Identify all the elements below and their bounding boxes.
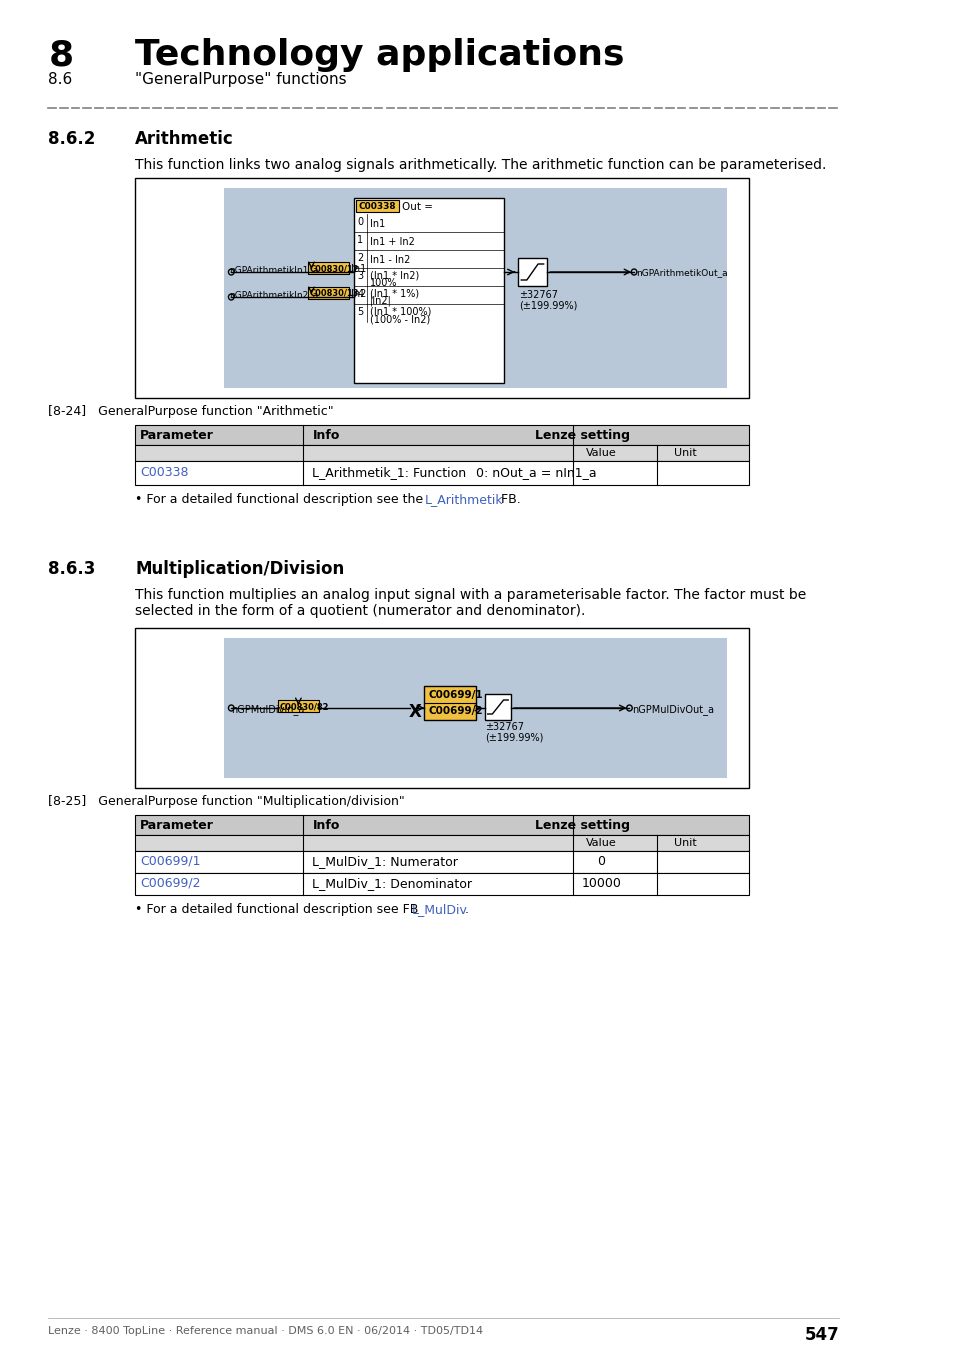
- Text: nGPArithmetikOut_a: nGPArithmetikOut_a: [636, 269, 727, 277]
- Text: C00338: C00338: [357, 202, 395, 211]
- FancyBboxPatch shape: [135, 873, 748, 895]
- Text: 1: 1: [356, 235, 363, 244]
- Text: 8: 8: [49, 38, 73, 72]
- Text: ±32767: ±32767: [518, 290, 558, 300]
- FancyBboxPatch shape: [355, 200, 398, 212]
- Text: Value: Value: [585, 448, 617, 458]
- Text: In1 - In2: In1 - In2: [370, 255, 410, 265]
- Text: Unit: Unit: [674, 838, 696, 848]
- Text: Parameter: Parameter: [140, 429, 213, 441]
- Text: 0: 0: [356, 217, 363, 227]
- FancyBboxPatch shape: [135, 460, 748, 485]
- Text: X: X: [408, 703, 421, 721]
- Text: C00699/2: C00699/2: [140, 878, 200, 890]
- Text: Lenze · 8400 TopLine · Reference manual · DMS 6.0 EN · 06/2014 · TD05/TD14: Lenze · 8400 TopLine · Reference manual …: [49, 1326, 483, 1336]
- Text: 100%: 100%: [370, 278, 397, 288]
- FancyBboxPatch shape: [224, 639, 726, 778]
- Text: "GeneralPurpose" functions: "GeneralPurpose" functions: [135, 72, 347, 86]
- Text: 8.6.2: 8.6.2: [49, 130, 95, 148]
- FancyBboxPatch shape: [135, 850, 748, 873]
- FancyBboxPatch shape: [135, 178, 748, 398]
- FancyBboxPatch shape: [135, 446, 748, 460]
- Text: 4: 4: [356, 289, 363, 298]
- Text: 3: 3: [356, 271, 363, 281]
- Text: In1: In1: [351, 265, 366, 274]
- Text: C00830/82: C00830/82: [279, 702, 329, 711]
- Text: nGPArithmetikIn2_a: nGPArithmetikIn2_a: [229, 290, 318, 298]
- Text: In1 + In2: In1 + In2: [370, 238, 415, 247]
- FancyBboxPatch shape: [308, 262, 349, 274]
- Text: This function multiplies an analog input signal with a parameterisable factor. T: This function multiplies an analog input…: [135, 589, 805, 602]
- Text: selected in the form of a quotient (numerator and denominator).: selected in the form of a quotient (nume…: [135, 603, 585, 618]
- Text: (In1 * 100%): (In1 * 100%): [370, 306, 431, 316]
- Text: |In2|: |In2|: [370, 296, 392, 306]
- Text: • For a detailed functional description see FB: • For a detailed functional description …: [135, 903, 422, 917]
- Text: Unit: Unit: [674, 448, 696, 458]
- Text: 2: 2: [356, 252, 363, 263]
- Text: C00699/1: C00699/1: [140, 855, 200, 868]
- FancyBboxPatch shape: [308, 288, 349, 298]
- Text: ±32767: ±32767: [484, 722, 523, 732]
- Text: .: .: [464, 903, 468, 917]
- FancyBboxPatch shape: [224, 188, 726, 387]
- Text: 8.6: 8.6: [49, 72, 72, 86]
- FancyBboxPatch shape: [354, 198, 503, 383]
- Text: This function links two analog signals arithmetically. The arithmetic function c: This function links two analog signals a…: [135, 158, 825, 171]
- Text: L_MulDiv_1: Numerator: L_MulDiv_1: Numerator: [312, 855, 457, 868]
- Text: C00830/13: C00830/13: [310, 289, 358, 298]
- Text: [8-25]   GeneralPurpose function "Multiplication/division": [8-25] GeneralPurpose function "Multipli…: [49, 795, 405, 809]
- Text: 10000: 10000: [581, 878, 620, 890]
- Text: Lenze setting: Lenze setting: [535, 429, 630, 441]
- Text: L_MulDiv_1: Denominator: L_MulDiv_1: Denominator: [312, 878, 472, 890]
- FancyBboxPatch shape: [135, 815, 748, 836]
- FancyBboxPatch shape: [517, 258, 547, 286]
- Text: L_Arithmetik_1: Function: L_Arithmetik_1: Function: [312, 466, 466, 479]
- Text: • For a detailed functional description see the: • For a detailed functional description …: [135, 493, 427, 506]
- FancyBboxPatch shape: [135, 425, 748, 446]
- Text: Out =: Out =: [401, 202, 433, 212]
- FancyBboxPatch shape: [135, 836, 748, 850]
- FancyBboxPatch shape: [277, 701, 318, 711]
- Text: C00699/2: C00699/2: [428, 706, 482, 716]
- Text: L_Arithmetik: L_Arithmetik: [424, 493, 502, 506]
- Text: (±199.99%): (±199.99%): [484, 732, 542, 742]
- Text: Info: Info: [312, 429, 339, 441]
- Text: C00338: C00338: [140, 466, 188, 479]
- Text: nGPMulDivOut_a: nGPMulDivOut_a: [632, 703, 714, 716]
- Text: Lenze setting: Lenze setting: [535, 819, 630, 832]
- FancyBboxPatch shape: [484, 694, 511, 720]
- Text: Arithmetic: Arithmetic: [135, 130, 233, 148]
- Text: 8.6.3: 8.6.3: [49, 560, 95, 578]
- Text: Technology applications: Technology applications: [135, 38, 624, 72]
- Text: 0: 0: [597, 855, 605, 868]
- Text: Multiplication/Division: Multiplication/Division: [135, 560, 344, 578]
- Text: Value: Value: [585, 838, 617, 848]
- Text: C00699/1: C00699/1: [428, 690, 482, 701]
- Text: 5: 5: [356, 306, 363, 317]
- Text: (In1 * In2): (In1 * In2): [370, 270, 419, 279]
- Text: Info: Info: [312, 819, 339, 832]
- FancyBboxPatch shape: [424, 686, 476, 720]
- Text: In1: In1: [370, 219, 385, 230]
- Text: (±199.99%): (±199.99%): [518, 300, 578, 310]
- Text: (100% - In2): (100% - In2): [370, 315, 430, 324]
- Text: FB.: FB.: [497, 493, 520, 506]
- Text: L_MulDiv: L_MulDiv: [412, 903, 468, 917]
- FancyBboxPatch shape: [135, 628, 748, 788]
- Text: C00830/12: C00830/12: [310, 265, 359, 273]
- Text: 547: 547: [803, 1326, 839, 1345]
- Text: (In1 * 1%): (In1 * 1%): [370, 288, 419, 298]
- Text: 0: nOut_a = nIn1_a: 0: nOut_a = nIn1_a: [476, 466, 596, 479]
- Text: nGPMulDivIn_a: nGPMulDivIn_a: [231, 703, 304, 716]
- Text: [8-24]   GeneralPurpose function "Arithmetic": [8-24] GeneralPurpose function "Arithmet…: [49, 405, 334, 418]
- Text: In2: In2: [351, 289, 366, 298]
- Text: nGPArithmetikIn1_a: nGPArithmetikIn1_a: [229, 265, 318, 274]
- Text: Parameter: Parameter: [140, 819, 213, 832]
